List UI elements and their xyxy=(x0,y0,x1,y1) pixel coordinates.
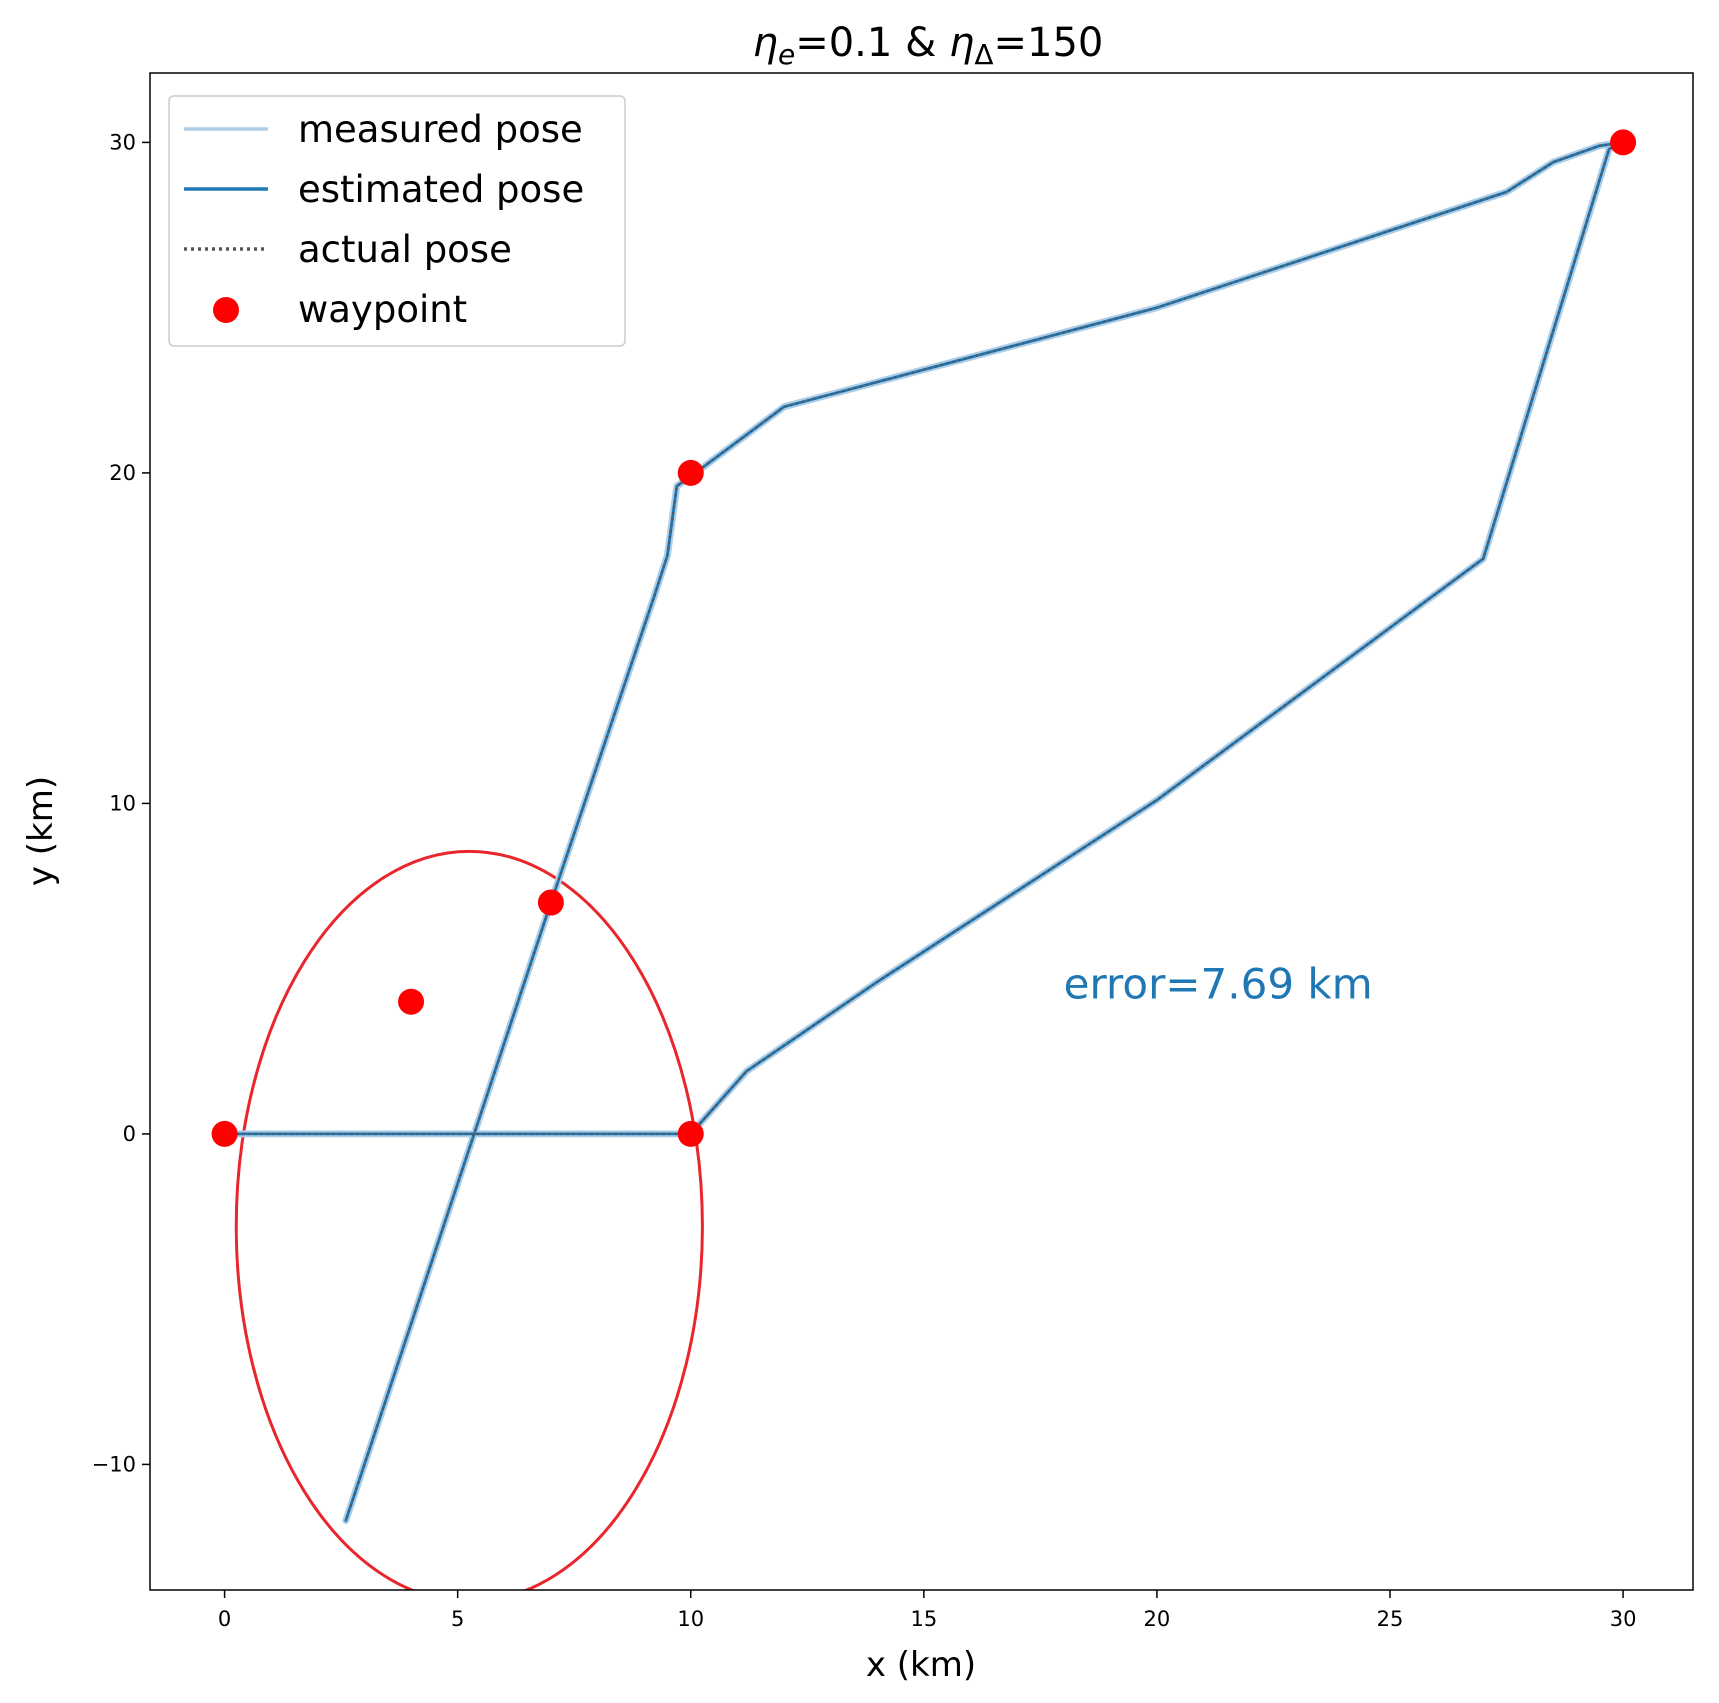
series-actual-pose xyxy=(224,141,1625,1521)
x-tick-label-15: 15 xyxy=(910,1607,937,1631)
waypoint-marker-5 xyxy=(398,988,425,1015)
legend-label-estimated-pose: estimated pose xyxy=(298,168,584,211)
legend-swatch-waypoint xyxy=(213,297,239,323)
waypoint-marker-3 xyxy=(677,459,704,486)
legend-label-waypoint: waypoint xyxy=(298,288,467,331)
y-tick-label-0: 0 xyxy=(123,1122,136,1146)
title-part-3: η xyxy=(949,20,974,66)
title-part-0: η xyxy=(753,20,778,66)
waypoint-marker-1 xyxy=(677,1120,704,1147)
legend-label-measured-pose: measured pose xyxy=(298,108,583,151)
waypoint-marker-4 xyxy=(537,889,564,916)
error-annotation: error=7.69 km xyxy=(1064,959,1373,1008)
title-part-2: =0.1 & xyxy=(795,20,949,66)
x-tick-label-10: 10 xyxy=(677,1607,704,1631)
y-axis-label: y (km) xyxy=(21,776,61,886)
y-tick-label-10: 10 xyxy=(109,791,136,815)
title-part-4: Δ xyxy=(974,38,993,71)
y-tick-label-30: 30 xyxy=(109,130,136,154)
chart-title: ηe=0.1 & ηΔ=150 xyxy=(753,20,1104,71)
waypoint-marker-2 xyxy=(1610,129,1637,156)
y-tick-label--10: −10 xyxy=(92,1452,136,1476)
legend-box xyxy=(168,95,626,347)
axes-frame xyxy=(149,72,1694,1591)
x-tick-label-30: 30 xyxy=(1610,1607,1637,1631)
x-axis-label: x (km) xyxy=(866,1645,976,1685)
y-axis: −10 0 10 20 30 xyxy=(92,130,150,1476)
x-axis: 0 5 10 15 20 25 30 xyxy=(218,1590,1637,1631)
title-part-1: e xyxy=(778,38,795,71)
x-tick-label-20: 20 xyxy=(1144,1607,1171,1631)
legend: measured pose estimated pose actual pose wa… xyxy=(168,95,626,347)
x-tick-label-5: 5 xyxy=(451,1607,464,1631)
legend-label-actual-pose: actual pose xyxy=(298,228,512,271)
waypoint-marker-0 xyxy=(211,1120,238,1147)
y-tick-label-20: 20 xyxy=(109,461,136,485)
title-part-5: =150 xyxy=(993,20,1103,66)
x-tick-label-25: 25 xyxy=(1377,1607,1404,1631)
x-tick-label-0: 0 xyxy=(218,1607,231,1631)
error-ellipse xyxy=(234,849,704,1590)
plot-area xyxy=(211,129,1637,1590)
